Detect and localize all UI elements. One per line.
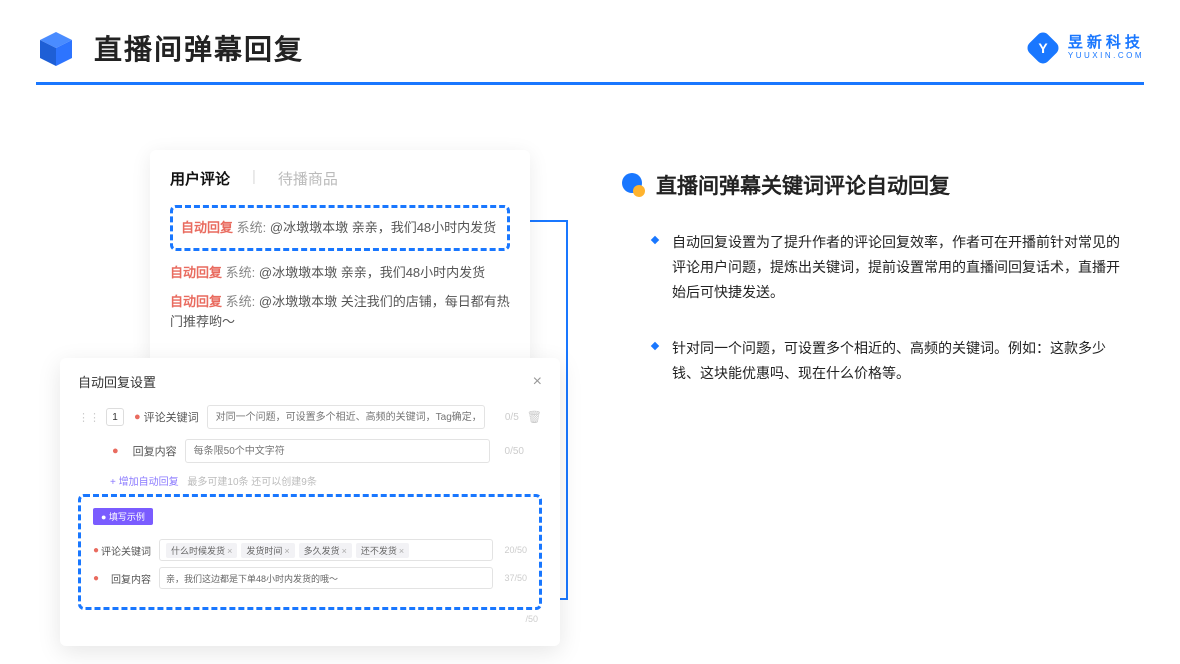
char-count: 0/50 (496, 446, 524, 457)
field-label: 回复内容 (121, 443, 177, 459)
item-number: 1 (106, 408, 124, 426)
reply-input[interactable] (185, 439, 490, 463)
example-keyword-field[interactable]: 什么时候发货× 发货时间× 多久发货× 还不发货× (159, 539, 493, 561)
section-title: 直播间弹幕关键词评论自动回复 (656, 170, 950, 200)
tab-sep: | (252, 168, 256, 189)
field-label: 评论关键词 (143, 409, 199, 425)
keyword-chip[interactable]: 还不发货× (356, 543, 409, 558)
tab-products[interactable]: 待播商品 (278, 168, 338, 189)
msg-body: @冰墩墩本墩 亲亲，我们48小时内发货 (270, 220, 496, 235)
drag-icon[interactable]: ⋮⋮ (78, 411, 100, 424)
msg-tag: 自动回复 (181, 220, 233, 235)
outer-count: /50 (78, 614, 542, 624)
char-count: 20/50 (497, 545, 527, 555)
message-item: 自动回复 系统: @冰墩墩本墩 亲亲，我们48小时内发货 (170, 263, 510, 283)
brand-logo-icon: Y (1026, 31, 1060, 65)
example-badge: ● 填写示例 (93, 508, 153, 525)
tabs: 用户评论 | 待播商品 (170, 168, 510, 189)
connector-line (566, 220, 568, 600)
char-count: 0/5 (491, 412, 519, 423)
required-dot: ● (93, 545, 99, 556)
dialog-title: 自动回复设置 (78, 372, 156, 391)
form-row-reply: ● 回复内容 0/50 (78, 439, 542, 463)
brand-en: YUUXIN.COM (1068, 52, 1144, 61)
bullet-text: 针对同一个问题，可设置多个相近的、高频的关键词。例如：这款多少钱、这块能优惠吗、… (672, 336, 1130, 386)
msg-tag: 自动回复 (170, 294, 222, 309)
bullet-item: 自动回复设置为了提升作者的评论回复效率，作者可在开播前针对常见的评论用户问题，提… (650, 230, 1130, 306)
required-dot: ● (134, 411, 141, 423)
msg-sys: 系统: (237, 220, 267, 235)
required-dot: ● (93, 573, 99, 584)
example-row-keyword: ● 评论关键词 什么时候发货× 发货时间× 多久发货× 还不发货× 20/50 (93, 539, 527, 561)
add-hint: 最多可建10条 还可以创建9条 (187, 477, 316, 488)
comments-card: 用户评论 | 待播商品 自动回复 系统: @冰墩墩本墩 亲亲，我们48小时内发货… (150, 150, 530, 371)
dialog-title-row: 自动回复设置 × (78, 372, 542, 391)
highlighted-message: 自动回复 系统: @冰墩墩本墩 亲亲，我们48小时内发货 (170, 205, 510, 251)
required-dot: ● (112, 445, 119, 457)
char-count: 37/50 (497, 573, 527, 583)
form-row-keyword: ⋮⋮ 1 ● 评论关键词 0/5 🗑 (78, 405, 542, 429)
example-reply-field[interactable]: 亲，我们这边都是下单48小时内发货的哦～ (159, 567, 493, 589)
example-reply-text: 亲，我们这边都是下单48小时内发货的哦～ (166, 572, 338, 585)
keyword-chip[interactable]: 什么时候发货× (166, 543, 237, 558)
brand-cn: 昱新科技 (1068, 35, 1144, 52)
trash-icon[interactable]: 🗑 (527, 410, 542, 424)
example-row-reply: ● 回复内容 亲，我们这边都是下单48小时内发货的哦～ 37/50 (93, 567, 527, 589)
page-header: 直播间弹幕回复 Y 昱新科技 YUUXIN.COM (0, 0, 1180, 68)
msg-body: @冰墩墩本墩 亲亲，我们48小时内发货 (259, 265, 485, 280)
keyword-input[interactable] (207, 405, 485, 429)
field-label: 评论关键词 (101, 543, 151, 558)
explanation-panel: 直播间弹幕关键词评论自动回复 自动回复设置为了提升作者的评论回复效率，作者可在开… (620, 170, 1130, 416)
message-item: 自动回复 系统: @冰墩墩本墩 关注我们的店铺，每日都有热门推荐哟～ (170, 292, 510, 331)
keyword-chip[interactable]: 发货时间× (241, 543, 294, 558)
msg-tag: 自动回复 (170, 265, 222, 280)
header-rule (36, 82, 1144, 85)
bullet-item: 针对同一个问题，可设置多个相近的、高频的关键词。例如：这款多少钱、这块能优惠吗、… (650, 336, 1130, 386)
add-reply-link[interactable]: + 增加自动回复 最多可建10条 还可以创建9条 (110, 473, 542, 488)
diamond-icon (650, 341, 660, 351)
add-link-text: + 增加自动回复 (110, 477, 179, 488)
example-box: ● 填写示例 ● 评论关键词 什么时候发货× 发货时间× 多久发货× 还不发货×… (78, 494, 542, 610)
tab-comments[interactable]: 用户评论 (170, 168, 230, 189)
mockup-area: 用户评论 | 待播商品 自动回复 系统: @冰墩墩本墩 亲亲，我们48小时内发货… (60, 140, 560, 640)
settings-dialog: 自动回复设置 × ⋮⋮ 1 ● 评论关键词 0/5 🗑 ● 回复内容 0/50 … (60, 358, 560, 646)
bullet-text: 自动回复设置为了提升作者的评论回复效率，作者可在开播前针对常见的评论用户问题，提… (672, 230, 1130, 306)
keyword-chip[interactable]: 多久发货× (299, 543, 352, 558)
connector-line (528, 220, 568, 222)
bullet-icon (620, 172, 646, 198)
field-label: 回复内容 (101, 571, 151, 586)
brand-block: Y 昱新科技 YUUXIN.COM (1026, 31, 1144, 65)
msg-sys: 系统: (226, 294, 256, 309)
msg-sys: 系统: (226, 265, 256, 280)
diamond-icon (650, 235, 660, 245)
svg-text:Y: Y (1038, 40, 1048, 56)
page-title: 直播间弹幕回复 (94, 28, 304, 68)
close-icon[interactable]: × (533, 373, 542, 391)
section-header: 直播间弹幕关键词评论自动回复 (620, 170, 1130, 200)
cube-icon (36, 28, 76, 68)
